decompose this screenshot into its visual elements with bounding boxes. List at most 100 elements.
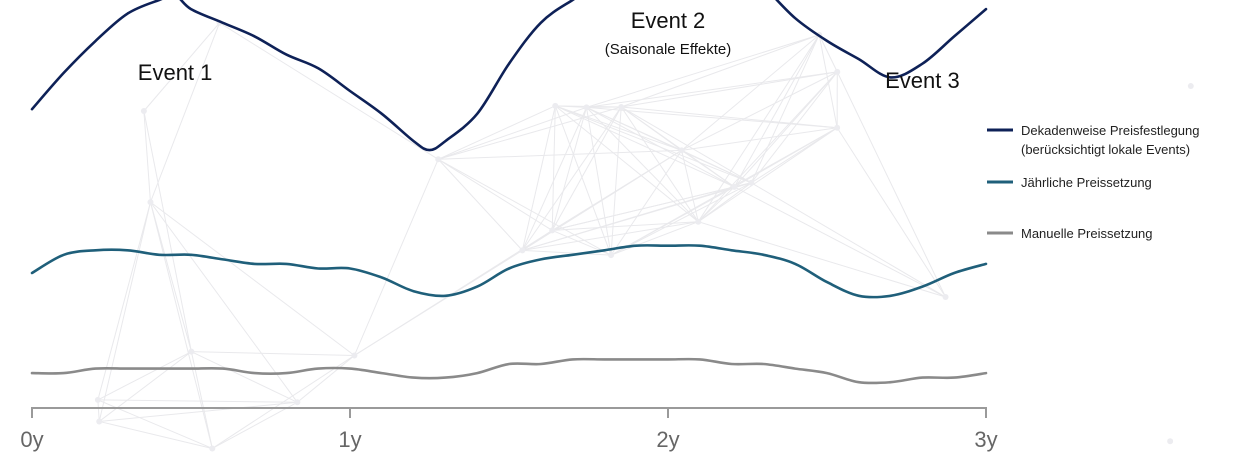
background-line [836, 127, 946, 298]
background-line [751, 127, 838, 184]
background-line [438, 106, 622, 160]
background-node [96, 418, 103, 425]
background-line [97, 399, 100, 422]
background-line [610, 106, 622, 256]
background-line [586, 34, 820, 108]
series-line-2 [30, 244, 988, 299]
background-line [697, 127, 838, 223]
background-node [731, 183, 738, 190]
background-node [519, 247, 526, 254]
background-line [681, 150, 699, 222]
background-line [750, 34, 820, 183]
x-tick-label-1: 1y [338, 427, 361, 452]
background-line [697, 182, 752, 223]
x-tick-label-2: 2y [656, 427, 679, 452]
background-line [698, 221, 946, 298]
background-line [522, 182, 752, 251]
background-node [1187, 83, 1194, 90]
background-line [551, 107, 587, 231]
series-line-1 [30, 0, 988, 152]
background-line [98, 351, 192, 422]
background-line [733, 34, 820, 188]
legend-label-1-line2: (berücksichtigt lokale Events) [1021, 142, 1190, 157]
background-line [354, 249, 523, 356]
background-node [147, 199, 154, 206]
legend-label-2: Jährliche Preissetzung [1021, 175, 1152, 190]
background-network-pattern [94, 19, 1194, 452]
annotation-3: Event 3 [885, 68, 960, 93]
background-line [143, 22, 220, 112]
background-line [150, 201, 298, 403]
x-axis: 0y 1y 2y 3y [20, 407, 998, 452]
background-line [555, 105, 587, 108]
background-line [212, 355, 355, 449]
background-line [555, 105, 735, 188]
background-line [697, 34, 820, 222]
series-line-3 [30, 357, 988, 385]
background-line [586, 106, 838, 129]
background-line [681, 149, 735, 188]
background-line [610, 221, 699, 256]
background-line [438, 149, 682, 160]
background-line [97, 201, 151, 401]
legend: Dekadenweise Preisfestlegung (berücksicht… [987, 123, 1200, 241]
background-line [555, 105, 682, 151]
background-line [621, 106, 838, 129]
background-line [620, 106, 752, 184]
background-line [438, 105, 556, 160]
background-line [586, 106, 752, 184]
background-line [734, 186, 946, 298]
background-line [818, 34, 838, 73]
background-line [521, 106, 622, 251]
background-line [98, 202, 151, 422]
background-line [554, 105, 612, 256]
background-line [150, 201, 355, 356]
background-line [681, 127, 838, 151]
background-line [191, 351, 355, 356]
background-line [586, 71, 838, 108]
background-line [586, 107, 612, 256]
background-node [1167, 438, 1174, 445]
background-line [521, 105, 556, 251]
background-line [149, 201, 192, 352]
background-line [697, 71, 838, 223]
annotation-2-subtext: (Saisonale Effekte) [605, 41, 731, 58]
background-line [681, 71, 838, 151]
background-line [554, 105, 699, 223]
background-node [351, 352, 358, 359]
background-line [750, 71, 838, 184]
background-node [294, 399, 301, 406]
background-line [586, 107, 699, 223]
background-node [209, 445, 216, 452]
background-line [97, 399, 298, 403]
background-node [834, 68, 841, 75]
background-node [188, 348, 195, 355]
background-line [212, 401, 298, 449]
background-line [681, 34, 820, 151]
background-line [191, 351, 298, 403]
background-line [438, 106, 587, 160]
background-line [353, 159, 439, 356]
background-line [437, 158, 523, 251]
background-line [552, 221, 699, 231]
background-node [140, 108, 147, 115]
background-node [583, 104, 590, 111]
background-line [522, 149, 682, 251]
background-node [748, 179, 755, 186]
background-line [143, 110, 192, 352]
background-node [678, 147, 685, 154]
background-line [555, 105, 752, 184]
background-line [99, 401, 298, 422]
background-line [143, 110, 151, 203]
background-node [608, 252, 615, 259]
annotation-1: Event 1 [138, 60, 213, 85]
background-line [621, 71, 838, 108]
background-line [297, 355, 355, 403]
background-node [618, 103, 625, 110]
background-line [219, 22, 439, 160]
x-tick-label-3: 3y [974, 427, 997, 452]
background-line [620, 106, 682, 151]
background-line [190, 351, 213, 449]
background-node [695, 218, 702, 225]
background-node [552, 102, 559, 109]
